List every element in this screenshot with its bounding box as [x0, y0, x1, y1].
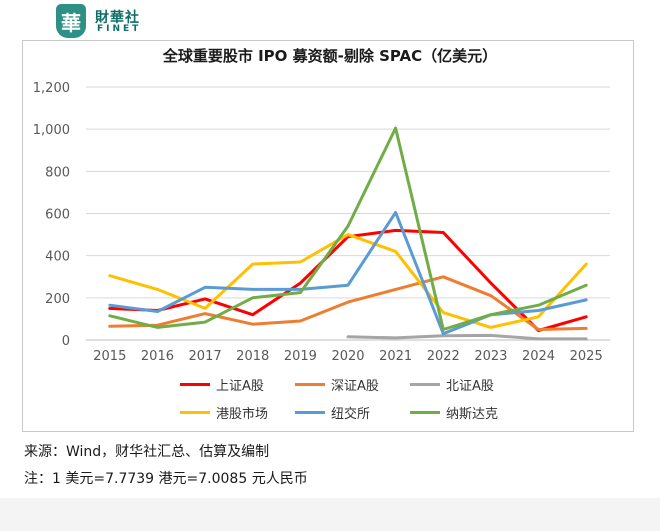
- y-tick-label: 800: [45, 165, 70, 180]
- series-line: [108, 228, 588, 332]
- series-line: [108, 233, 588, 329]
- logo-seal-char: 華: [61, 10, 81, 35]
- brand-name-cn: 財華社: [95, 10, 140, 26]
- chart-frame: [22, 40, 634, 432]
- legend-item: 港股市场: [180, 402, 295, 422]
- x-tick-label: 2017: [189, 349, 222, 364]
- x-tick-label: 2019: [284, 349, 317, 364]
- header-band: [0, 0, 660, 40]
- x-tick-label: 2021: [379, 349, 412, 364]
- x-tick-label: 2018: [236, 349, 269, 364]
- legend-swatch: [410, 382, 440, 386]
- legend-label: 北证A股: [446, 378, 494, 394]
- bottom-bar: [0, 498, 660, 531]
- legend-item: 纽交所: [295, 402, 410, 422]
- line-chart: 0 200 400 600 800 1,000 1,200 2015 2016 2017 2018 2…: [33, 81, 610, 364]
- chart-title: 全球重要股市 IPO 募资额-剔除 SPAC（亿美元）: [162, 47, 498, 65]
- series-line: [108, 126, 588, 331]
- series-line: [108, 275, 588, 331]
- legend-label: 纽交所: [331, 406, 371, 422]
- brand-name-en: FINET: [97, 24, 142, 34]
- source-note: 来源：Wind，财华社汇总、估算及编制: [24, 444, 270, 460]
- finet-logo: 華: [56, 4, 86, 38]
- legend-swatch: [295, 382, 325, 386]
- x-tick-label: 2020: [331, 349, 364, 364]
- y-tick-label: 600: [45, 208, 70, 223]
- legend-label: 深证A股: [331, 378, 379, 394]
- legend-label: 上证A股: [216, 378, 264, 394]
- legend-label: 港股市场: [216, 406, 269, 422]
- series-line: [108, 210, 588, 336]
- x-tick-label: 2025: [570, 349, 603, 364]
- y-tick-label: 0: [62, 334, 70, 349]
- legend-swatch: [295, 410, 325, 414]
- legend-item: 北证A股: [410, 374, 525, 394]
- y-tick-label: 1,000: [33, 123, 70, 138]
- y-tick-label: 200: [45, 292, 70, 307]
- exchange-rate-note: 注：1 美元=7.7739 港元=7.0085 元人民币: [24, 471, 308, 487]
- x-tick-label: 2024: [522, 349, 555, 364]
- x-tick-label: 2022: [427, 349, 460, 364]
- series-line: [346, 333, 588, 341]
- y-tick-label: 400: [45, 250, 70, 265]
- legend-item: 深证A股: [295, 374, 410, 394]
- y-tick-label: 1,200: [33, 81, 70, 96]
- legend-swatch: [410, 410, 440, 414]
- legend-item: 上证A股: [180, 374, 295, 394]
- legend-swatch: [180, 382, 210, 386]
- x-tick-label: 2023: [474, 349, 507, 364]
- x-tick-label: 2015: [93, 349, 126, 364]
- legend-item: 纳斯达克: [410, 402, 525, 422]
- legend-swatch: [180, 410, 210, 414]
- legend-label: 纳斯达克: [446, 406, 499, 422]
- x-tick-label: 2016: [141, 349, 174, 364]
- chart-legend: 上证A股 深证A股 北证A股港股市场 纽交所 纳斯达克: [180, 374, 540, 424]
